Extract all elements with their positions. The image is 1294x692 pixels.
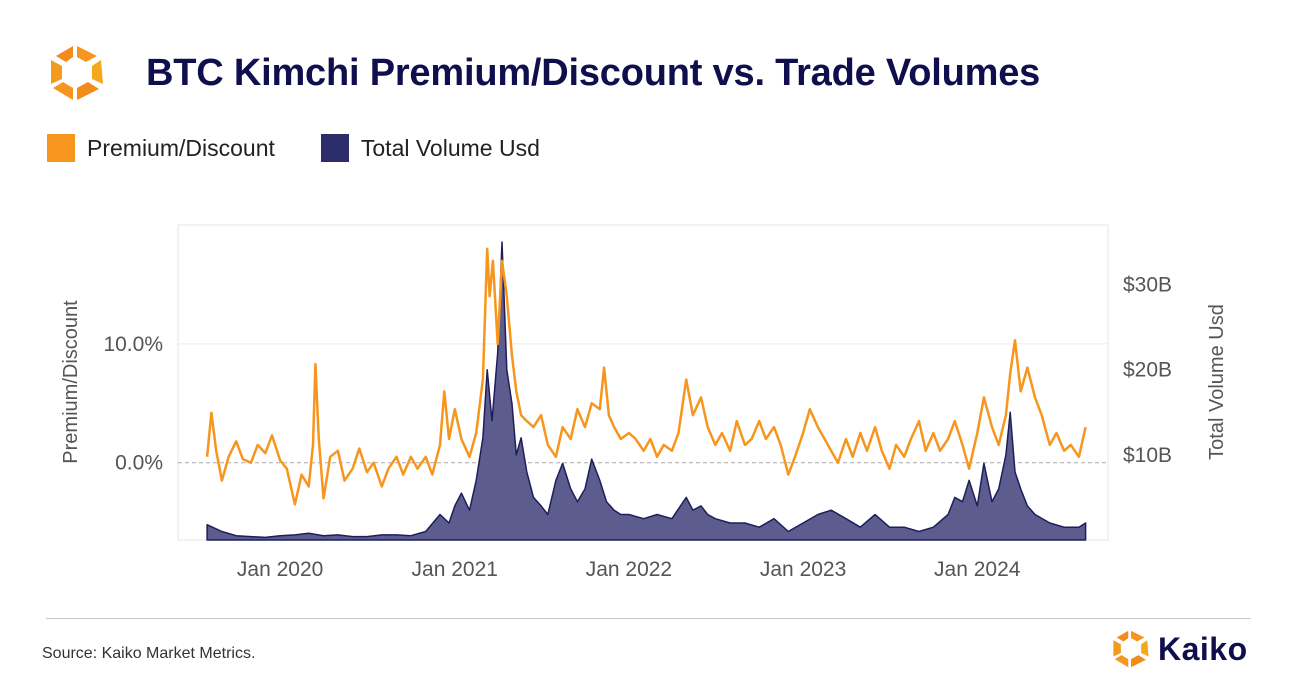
legend-label-premium: Premium/Discount: [87, 134, 275, 161]
chart-legend: Premium/Discount Total Volume Usd: [47, 132, 586, 164]
x-tick-label: Jan 2020: [237, 558, 323, 581]
footer-divider: [46, 618, 1251, 619]
y-right-tick-label: $10B: [1123, 444, 1172, 467]
chart-title: BTC Kimchi Premium/Discount vs. Trade Vo…: [146, 52, 1041, 94]
source-note: Source: Kaiko Market Metrics.: [42, 645, 256, 662]
x-tick-label: Jan 2021: [412, 558, 498, 581]
y-left-tick-label: 0.0%: [115, 452, 163, 475]
kaiko-brand-icon: [1113, 630, 1149, 668]
x-ticks: Jan 2020 Jan 2021 Jan 2022 Jan 2023 Jan 2024: [237, 558, 1021, 581]
y-right-ticks: $10B $20B $30B: [1123, 274, 1172, 467]
y-right-tick-label: $30B: [1123, 274, 1172, 297]
series-premium-line: [205, 247, 1087, 506]
y-right-axis-label: Total Volume Usd: [1206, 304, 1228, 460]
legend-item-premium[interactable]: Premium/Discount: [47, 134, 275, 162]
grid-lines: [178, 343, 1108, 464]
legend-item-volume[interactable]: Total Volume Usd: [320, 134, 540, 162]
y-left-axis-label: Premium/Discount: [60, 300, 82, 464]
y-right-tick-label: $20B: [1123, 359, 1172, 382]
legend-label-volume: Total Volume Usd: [360, 134, 540, 161]
y-left-tick-label: 10.0%: [103, 333, 163, 356]
brand-mark: Kaiko: [1110, 628, 1248, 670]
x-tick-label: Jan 2024: [934, 558, 1021, 581]
x-tick-label: Jan 2023: [760, 558, 846, 581]
volume-area-layer: [206, 241, 1087, 541]
series-volume-area: [206, 241, 1087, 541]
legend-swatch-premium: [47, 134, 75, 162]
y-left-ticks: 0.0% 10.0%: [103, 333, 163, 475]
x-tick-label: Jan 2022: [586, 558, 672, 581]
premium-line-layer: [205, 247, 1087, 506]
kaiko-logo-icon: [51, 46, 103, 100]
legend-swatch-volume: [320, 134, 349, 162]
brand-name: Kaiko: [1158, 630, 1248, 667]
